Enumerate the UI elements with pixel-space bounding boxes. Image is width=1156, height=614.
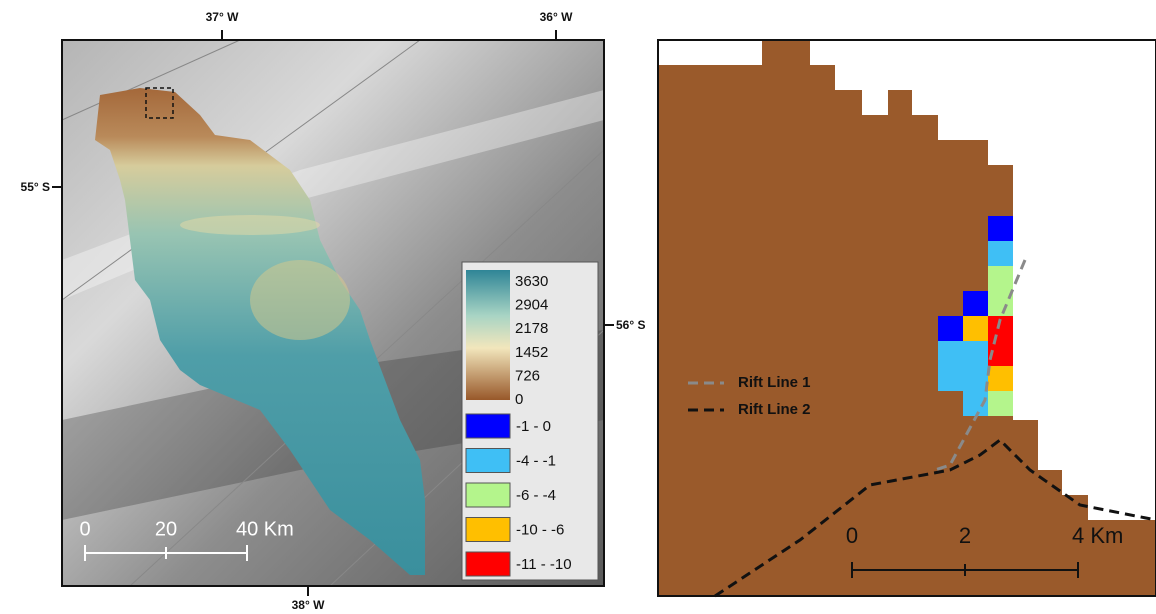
- ramp-label: 2178: [515, 320, 548, 337]
- legend-label: -10 - -6: [516, 521, 564, 538]
- legend-label: -1 - 0: [516, 418, 551, 435]
- legend-swatch: [466, 483, 510, 507]
- rift-label: Rift Line 1: [738, 374, 811, 391]
- change-cell: [938, 341, 988, 391]
- change-cell: [988, 391, 1013, 416]
- figure: 37° W 36° W 38° W 55° S 56° S 3630290421…: [0, 0, 1156, 614]
- scale-label: 20: [155, 518, 177, 540]
- lon-label: 36° W: [540, 10, 573, 24]
- change-cell: [988, 216, 1013, 241]
- legend-label: -11 - -10: [516, 556, 572, 573]
- change-cell: [988, 241, 1013, 266]
- elevation-ramp: [466, 270, 510, 400]
- legend-label: -6 - -4: [516, 487, 556, 504]
- ramp-label: 0: [515, 391, 523, 408]
- legend-swatch: [466, 414, 510, 438]
- change-cell: [938, 316, 963, 341]
- lon-label: 37° W: [206, 10, 239, 24]
- scale-label: 0: [79, 518, 90, 540]
- ramp-label: 726: [515, 367, 540, 384]
- ramp-label: 3630: [515, 273, 548, 290]
- rift-label: Rift Line 2: [738, 401, 811, 418]
- left-map: 37° W 36° W 38° W 55° S 56° S 3630 2904 21…: [21, 10, 646, 612]
- scale-label: 4 Km: [1072, 523, 1123, 548]
- change-cell: [988, 266, 1013, 316]
- lat-label: 55° S: [21, 180, 50, 194]
- change-cell: [963, 316, 988, 341]
- right-map: Rift Line 1 Rift Line 2 0 2 4 Km: [658, 40, 1156, 596]
- legend-label: -4 - -1: [516, 452, 556, 469]
- scale-label: 2: [959, 523, 971, 548]
- legend-swatch: [466, 552, 510, 576]
- scale-label: 40 Km: [236, 518, 294, 540]
- lon-label: 38° W: [292, 598, 325, 612]
- lat-label: 56° S: [616, 318, 645, 332]
- change-cell: [963, 291, 988, 316]
- ramp-label: 1452: [515, 344, 548, 361]
- elevation-patch: [250, 260, 350, 340]
- elevation-patch: [180, 215, 320, 235]
- legend: 3630 2904 2178 1452 726 0 -1 - 0 -4 - -1 -6 - -4…: [462, 262, 598, 580]
- legend-swatch: [466, 449, 510, 473]
- change-cell: [988, 366, 1013, 391]
- legend-swatch: [466, 518, 510, 542]
- scale-label: 0: [846, 523, 858, 548]
- ramp-label: 2904: [515, 297, 548, 314]
